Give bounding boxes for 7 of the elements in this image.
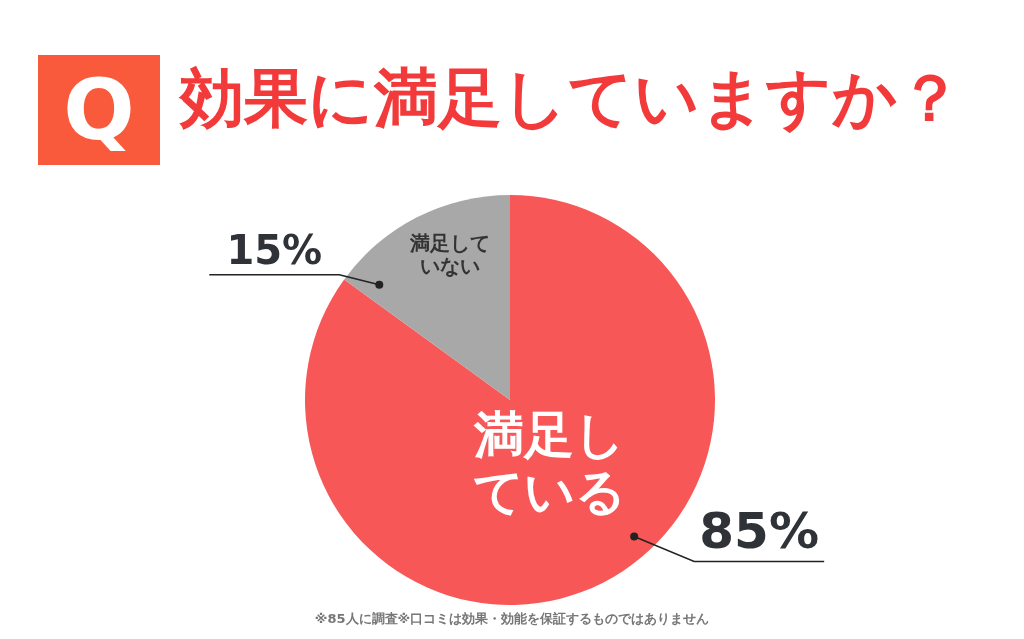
annotation: Q: [62, 60, 136, 160]
value-label: 15%: [225, 226, 324, 273]
value-label: 85%: [698, 503, 820, 561]
category: 満足している: [471, 406, 627, 522]
category: 満足していない: [408, 232, 491, 279]
title: 効果に満足していますか？: [180, 62, 963, 136]
annotation: ※85人に調査※口コミは効果・効能を保証するものではありません: [313, 612, 711, 627]
